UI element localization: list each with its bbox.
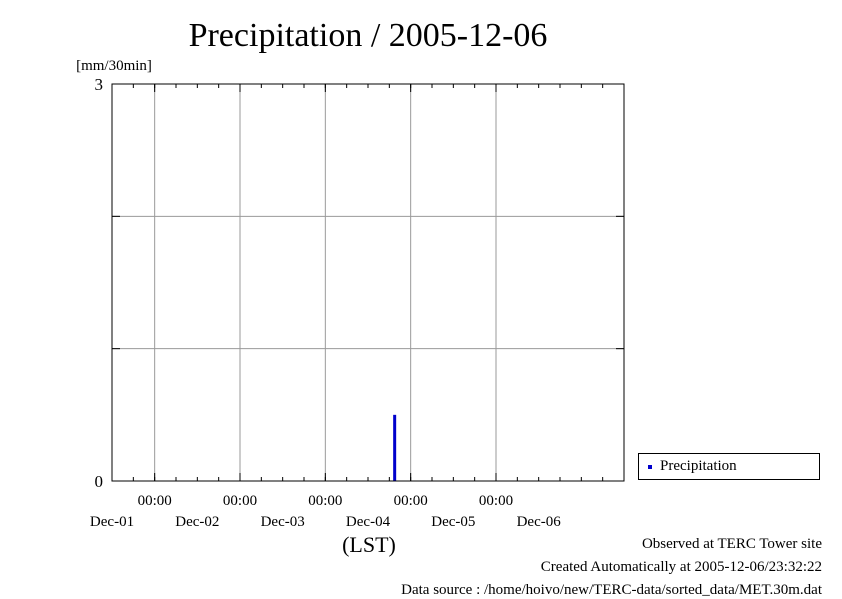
gridlines bbox=[112, 84, 624, 481]
y-tick-label: 0 bbox=[95, 472, 104, 491]
x-date-label: Dec-04 bbox=[346, 514, 391, 530]
axis-ticks bbox=[112, 84, 624, 481]
x-tick-label: 00:00 bbox=[138, 493, 172, 509]
y-axis-label: [mm/30min] bbox=[76, 58, 152, 74]
x-tick-label: 00:00 bbox=[479, 493, 513, 509]
x-date-label: Dec-03 bbox=[261, 514, 305, 530]
data-source-note: Data source : /home/hoivo/new/TERC-data/… bbox=[401, 582, 822, 598]
precipitation-bar bbox=[393, 414, 397, 481]
x-axis-label: (LST) bbox=[342, 532, 396, 557]
plot-frame bbox=[111, 83, 625, 482]
x-date-label: Dec-01 bbox=[90, 514, 134, 530]
observed-note: Observed at TERC Tower site bbox=[641, 536, 822, 552]
bars bbox=[393, 414, 397, 481]
x-date-label: Dec-02 bbox=[175, 514, 219, 530]
x-date-label: Dec-05 bbox=[431, 514, 475, 530]
legend: Precipitation bbox=[638, 453, 820, 480]
x-tick-label: 00:00 bbox=[223, 493, 257, 509]
legend-swatch-precipitation bbox=[648, 465, 652, 469]
x-tick-label: 00:00 bbox=[394, 493, 428, 509]
chart-title: Precipitation / 2005-12-06 bbox=[189, 17, 548, 54]
y-tick-label: 3 bbox=[95, 75, 104, 94]
legend-label-precipitation: Precipitation bbox=[660, 458, 737, 474]
x-date-label: Dec-06 bbox=[517, 514, 562, 530]
x-tick-label: 00:00 bbox=[308, 493, 342, 509]
created-note: Created Automatically at 2005-12-06/23:3… bbox=[540, 559, 822, 575]
